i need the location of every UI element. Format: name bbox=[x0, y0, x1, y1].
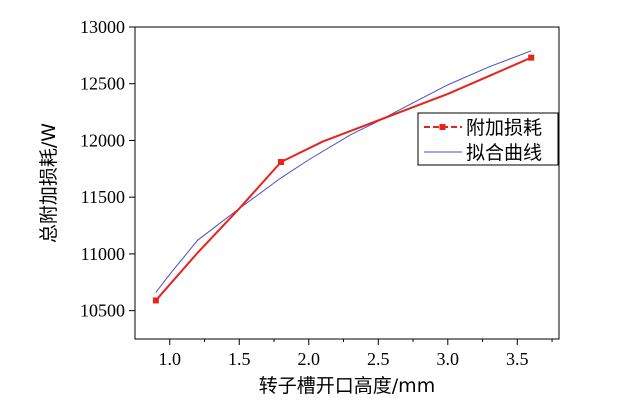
plot-frame bbox=[134, 26, 560, 340]
legend-box bbox=[417, 112, 559, 166]
x-axis-title: 转子槽开口高度/mm bbox=[259, 375, 435, 397]
legend-marker-loss bbox=[439, 124, 446, 130]
y-tick-label: 11500 bbox=[81, 187, 125, 207]
series-line-loss bbox=[155, 56, 532, 302]
x-tick-label: 3.5 bbox=[506, 349, 529, 369]
y-tick-label: 11000 bbox=[81, 244, 125, 264]
series-layer bbox=[152, 50, 535, 304]
legend-label-fit: 拟合曲线 bbox=[466, 142, 542, 164]
data-point bbox=[277, 159, 284, 166]
y-axis-title: 总附加损耗/W bbox=[38, 123, 60, 243]
y-tick-label: 10500 bbox=[80, 301, 125, 321]
legend-label-loss: 附加损耗 bbox=[466, 117, 542, 139]
y-tick-label: 12500 bbox=[80, 74, 125, 94]
y-tick-label: 13000 bbox=[80, 17, 125, 37]
x-tick-label: 2.0 bbox=[298, 349, 321, 369]
x-axis-ticks: 1.0 1.5 2.0 2.5 3.0 3.5 bbox=[159, 339, 553, 369]
y-axis-ticks: 10500 11000 11500 12000 12500 13000 bbox=[80, 17, 135, 321]
y-tick-label: 12000 bbox=[80, 130, 125, 150]
x-tick-label: 1.0 bbox=[159, 349, 182, 369]
series-line-fit bbox=[155, 50, 532, 293]
x-tick-label: 1.5 bbox=[228, 349, 251, 369]
x-tick-label: 3.0 bbox=[437, 349, 460, 369]
legend: 附加损耗 拟合曲线 bbox=[417, 112, 559, 166]
x-tick-label: 2.5 bbox=[367, 349, 390, 369]
data-point bbox=[152, 297, 159, 304]
data-point bbox=[528, 54, 535, 61]
